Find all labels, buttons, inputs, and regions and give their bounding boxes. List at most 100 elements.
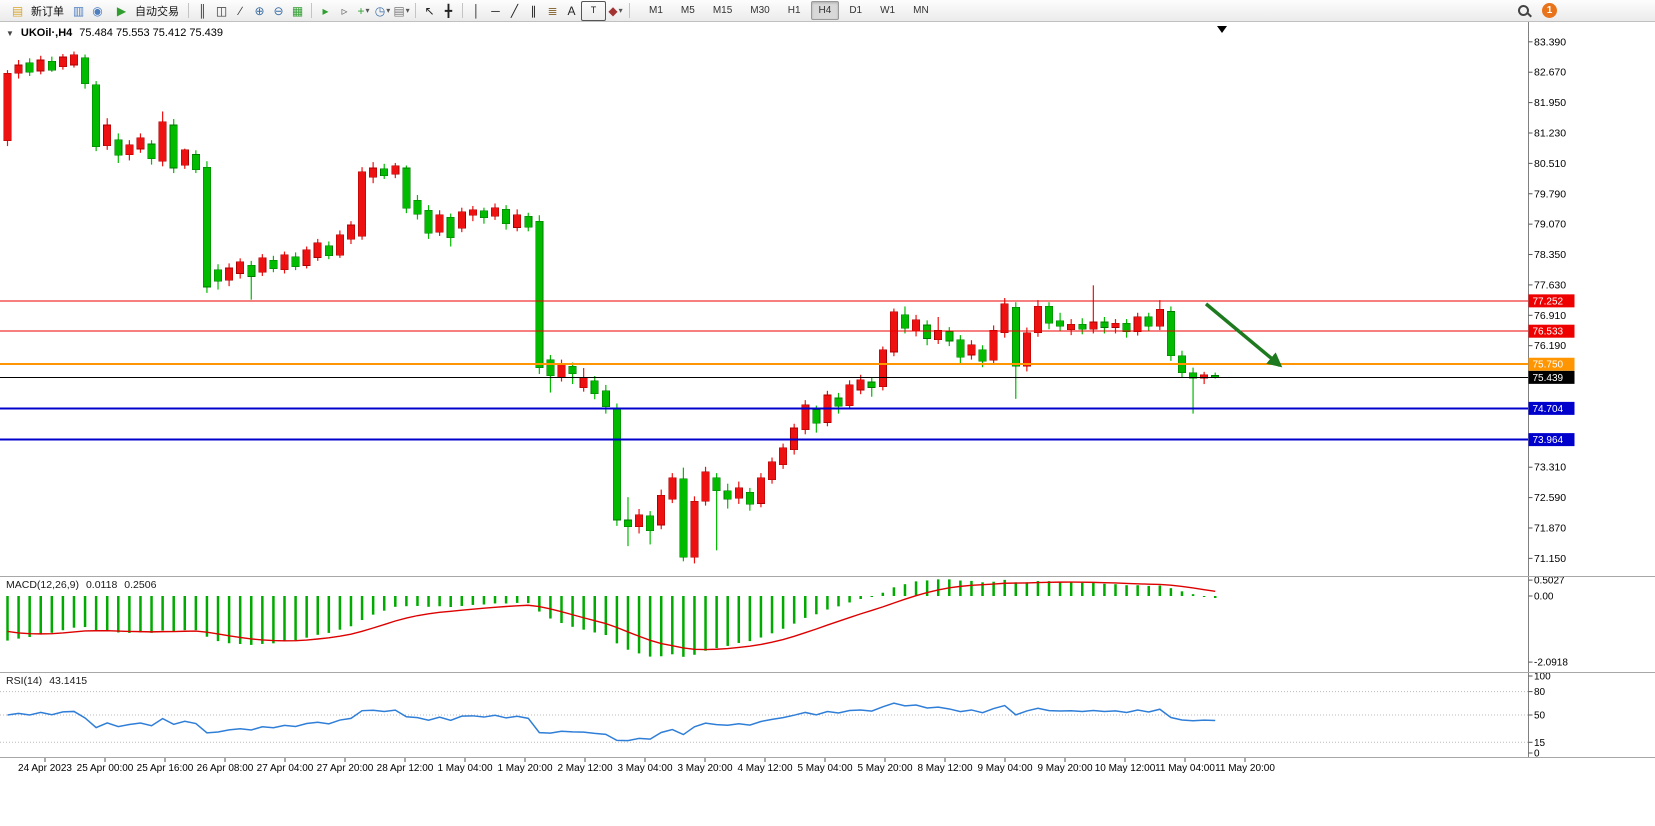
macd-histogram-bar — [50, 596, 54, 633]
macd-histogram-bar — [272, 596, 275, 644]
candle — [313, 242, 322, 258]
new-order-button[interactable]: ▤ 新订单 — [3, 2, 69, 20]
resistance-line-1-price-tag-label: 77.252 — [1533, 296, 1564, 307]
candle — [225, 267, 234, 281]
trend-arrow[interactable] — [1204, 302, 1283, 368]
auto-trading-button[interactable]: ▶ 自动交易 — [107, 2, 184, 20]
candle — [1022, 332, 1031, 367]
macd-histogram-bar — [726, 596, 729, 646]
blue-support-line-1-price-tag — [1528, 401, 1575, 415]
notification-badge[interactable]: 1 — [1542, 3, 1557, 18]
rsi-value: 43.1415 — [49, 675, 88, 687]
candle — [1144, 316, 1153, 327]
macd-histogram-bar — [626, 596, 630, 650]
time-axis-label: 11 May 04:00 — [1155, 763, 1215, 774]
chart-collapse-icon[interactable]: ▼ — [6, 28, 14, 38]
new-order-icon: ▤ — [11, 3, 24, 18]
candle — [302, 249, 311, 266]
open-chart-icon[interactable]: ▥ — [72, 3, 85, 18]
zoom-out-icon[interactable]: ⊖ — [273, 3, 284, 18]
fibonacci-icon[interactable]: ≣ — [547, 3, 558, 18]
candle — [1000, 303, 1009, 333]
resistance-line-2-price-tag — [1528, 324, 1575, 338]
timeframe-m5[interactable]: M5 — [680, 5, 695, 16]
timeframe-m15[interactable]: M15 — [712, 5, 733, 16]
dropdown-caret-icon: ▾ — [405, 5, 410, 15]
time-marker-icon — [1217, 26, 1227, 33]
resistance-line-1-price-tag — [1528, 294, 1575, 308]
candle — [25, 62, 34, 73]
macd-histogram-bar — [227, 596, 231, 644]
tile-windows-icon[interactable]: ▦ — [291, 3, 304, 18]
candle — [413, 199, 422, 215]
vertical-line-icon[interactable]: │ — [472, 3, 481, 18]
orange-support-line-price-tag-label: 75.750 — [1533, 360, 1564, 371]
candle — [380, 168, 389, 176]
candle — [934, 329, 943, 341]
candle — [845, 384, 854, 406]
text-label-icon[interactable]: T — [581, 0, 606, 21]
profiles-icon[interactable]: ◉ — [92, 3, 103, 18]
timeframe-m30[interactable]: M30 — [750, 5, 770, 16]
price-axis-label: 81.230 — [1534, 127, 1566, 139]
timeframe-h4[interactable]: H4 — [810, 1, 840, 20]
candle — [324, 245, 333, 257]
macd-histogram-bar — [693, 596, 696, 655]
macd-histogram-bar — [992, 581, 995, 596]
candle — [1100, 321, 1109, 328]
candlestick-chart-icon[interactable]: ◫ — [215, 3, 228, 18]
auto-scroll-icon[interactable]: ▸ — [322, 3, 329, 18]
price-axis-label: 78.350 — [1534, 249, 1566, 261]
trendline-icon[interactable]: ╱ — [510, 3, 519, 18]
crosshair-icon[interactable]: ╋ — [444, 3, 453, 18]
text-icon[interactable]: A — [567, 3, 576, 18]
macd-histogram-bar — [1202, 596, 1206, 597]
horizontal-line-icon[interactable]: ─ — [491, 3, 500, 18]
current-price-line-price-tag — [1528, 370, 1575, 384]
candle — [1089, 321, 1098, 330]
candle — [546, 359, 555, 376]
candle — [878, 349, 887, 387]
macd-histogram-bar — [438, 596, 441, 607]
timeframe-d1[interactable]: D1 — [849, 5, 863, 16]
candle — [712, 477, 721, 492]
cursor-icon[interactable]: ↖ — [424, 3, 435, 18]
candle — [236, 261, 245, 274]
time-axis-label: 9 May 20:00 — [1037, 763, 1092, 774]
line-chart-icon[interactable]: ∕ — [239, 3, 242, 18]
blue-support-line-2-price-tag-label: 73.964 — [1533, 435, 1564, 446]
candle — [745, 491, 754, 505]
indicators-icon[interactable]: + ▾ — [357, 3, 370, 18]
chart-shift-icon[interactable]: ▹ — [341, 3, 348, 18]
candle — [191, 154, 200, 170]
candle — [3, 72, 12, 141]
candle — [180, 149, 189, 166]
macd-histogram-bar — [770, 596, 774, 634]
zoom-in-icon[interactable]: ⊕ — [254, 3, 265, 18]
price-axis-label: 81.950 — [1534, 97, 1566, 109]
timeframe-mn[interactable]: MN — [913, 5, 929, 16]
macd-histogram-bar — [1025, 582, 1029, 596]
candle — [568, 366, 577, 375]
candle — [81, 57, 90, 84]
bar-chart-icon[interactable]: ║ — [198, 3, 207, 18]
templates-icon[interactable]: ▤ ▾ — [393, 3, 410, 18]
channel-icon[interactable]: ∥ — [530, 3, 537, 18]
macd-histogram-bar — [471, 596, 475, 605]
macd-histogram-bar — [349, 596, 353, 627]
macd-histogram-bar — [1213, 596, 1217, 598]
search-icon[interactable] — [1514, 2, 1534, 20]
timeframe-h1[interactable]: H1 — [787, 5, 801, 16]
timeframe-w1[interactable]: W1 — [880, 5, 896, 16]
periods-icon[interactable]: ◷ ▾ — [374, 3, 391, 18]
ohlc-values: 75.484 75.553 75.412 75.439 — [79, 27, 224, 39]
macd-histogram-bar — [1169, 588, 1173, 596]
candle — [1133, 316, 1142, 333]
macd-histogram-bar — [283, 596, 286, 642]
macd-histogram-bar — [1014, 582, 1018, 596]
candle — [491, 207, 500, 217]
timeframe-m1[interactable]: M1 — [649, 5, 663, 16]
arrows-icon[interactable]: ◆ ▾ — [608, 3, 623, 18]
rsi-name: RSI(14) — [6, 675, 43, 687]
macd-histogram-bar — [482, 596, 486, 605]
